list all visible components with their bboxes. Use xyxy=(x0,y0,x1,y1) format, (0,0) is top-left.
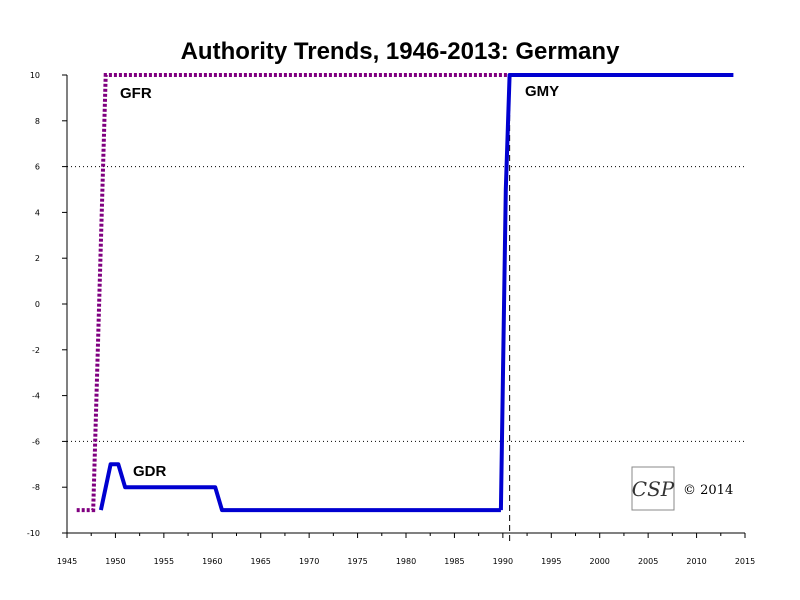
chart-title: Authority Trends, 1946-2013: Germany xyxy=(181,38,620,65)
y-tick-label: -6 xyxy=(32,437,40,446)
y-tick-label: -4 xyxy=(32,392,40,401)
y-tick-label: 8 xyxy=(35,117,40,126)
y-tick-label: 2 xyxy=(35,254,40,263)
x-tick-label: 1960 xyxy=(202,557,222,566)
x-tick-label: 1995 xyxy=(541,557,561,566)
copyright-text: © 2014 xyxy=(683,483,733,498)
series-line-gmy xyxy=(498,73,734,511)
x-tick-label: 1950 xyxy=(105,557,125,566)
series-line-gdr xyxy=(98,462,501,513)
series-label-gdr: GDR xyxy=(133,463,167,480)
logo-frame xyxy=(631,466,675,511)
y-tick-label: -8 xyxy=(32,483,40,492)
y-tick-label: -10 xyxy=(27,529,40,538)
x-tick-label: 2005 xyxy=(638,557,658,566)
x-tick-label: 1985 xyxy=(444,557,464,566)
series-label-gfr: GFR xyxy=(120,85,152,102)
x-tick-label: 1965 xyxy=(251,557,271,566)
series-label-gmy: GMY xyxy=(525,83,559,100)
series-layer xyxy=(76,73,734,513)
y-tick-label: 10 xyxy=(30,71,40,80)
series-line-gfr xyxy=(76,73,510,513)
y-tick-label: -2 xyxy=(32,346,40,355)
x-tick-label: 2010 xyxy=(686,557,706,566)
x-tick-label: 1990 xyxy=(493,557,513,566)
x-tick-label: 1945 xyxy=(57,557,77,566)
csp-logo: CSP xyxy=(631,466,675,511)
x-tick-label: 1980 xyxy=(396,557,416,566)
reference-lines xyxy=(67,75,745,543)
y-tick-label: 4 xyxy=(35,208,40,217)
x-tick-label: 2015 xyxy=(735,557,755,566)
x-tick-label: 1955 xyxy=(154,557,174,566)
logo-text: CSP xyxy=(632,477,675,501)
x-tick-label: 1975 xyxy=(347,557,367,566)
x-tick-label: 1970 xyxy=(299,557,319,566)
y-tick-label: 6 xyxy=(35,163,40,172)
axes: -10 -8 -6 -4 -2 0 2 4 6 8 10 1945 1950 1955 1960 1965 19… xyxy=(27,71,755,566)
x-tick-label: 2000 xyxy=(590,557,610,566)
series-labels: GFR GDR GMY xyxy=(120,83,559,480)
y-tick-label: 0 xyxy=(35,300,40,309)
